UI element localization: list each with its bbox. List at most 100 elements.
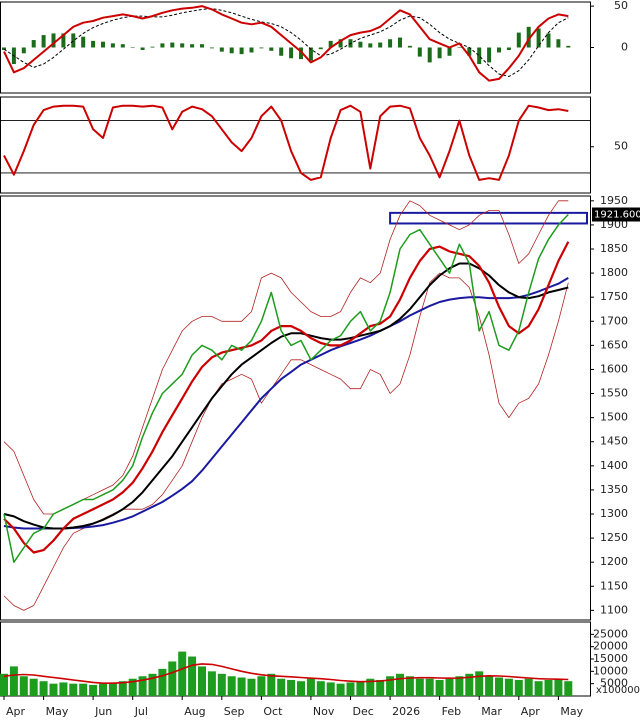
bar xyxy=(120,44,125,48)
y-tick-label: 20000 xyxy=(593,640,628,653)
line xyxy=(3,104,569,181)
bar xyxy=(316,681,325,696)
x-tick-label: May xyxy=(560,705,583,718)
bar xyxy=(306,678,315,696)
y-tick-label: 15000 xyxy=(593,652,628,665)
bar xyxy=(405,676,414,696)
bar xyxy=(564,681,573,696)
x-tick-label: Aug xyxy=(184,705,205,718)
bar xyxy=(514,679,523,696)
bar xyxy=(526,26,531,48)
bar xyxy=(108,682,117,696)
bar xyxy=(188,656,197,696)
bar xyxy=(130,47,135,48)
line xyxy=(3,241,570,554)
bar xyxy=(31,40,36,48)
bar xyxy=(417,47,422,57)
bar xyxy=(437,47,442,59)
bar xyxy=(259,47,264,49)
bar xyxy=(447,47,452,56)
line xyxy=(3,277,569,530)
bar xyxy=(198,666,206,696)
bar xyxy=(148,673,157,696)
bar xyxy=(318,47,323,50)
bar xyxy=(237,677,246,696)
bar xyxy=(71,33,76,48)
bar xyxy=(99,683,107,696)
bar xyxy=(506,47,511,50)
bar xyxy=(445,678,454,696)
bar xyxy=(289,47,294,59)
bar xyxy=(2,47,6,50)
bar xyxy=(546,33,551,48)
bar xyxy=(544,679,553,696)
y-tick-label: 10000 xyxy=(593,664,628,677)
bar xyxy=(336,683,345,696)
y-tick-label: 1400 xyxy=(600,459,628,472)
bar xyxy=(247,678,256,696)
bar xyxy=(504,678,513,696)
bar xyxy=(21,47,26,54)
bar xyxy=(0,673,8,696)
bar xyxy=(368,43,373,48)
y-tick-label: 1450 xyxy=(600,435,628,448)
y-tick-label: 1550 xyxy=(600,387,628,400)
bar xyxy=(534,681,543,696)
bar xyxy=(229,47,234,54)
y-tick-label: 1150 xyxy=(600,579,628,592)
bar xyxy=(160,43,165,48)
bar xyxy=(388,39,393,48)
bar xyxy=(485,676,494,696)
bar xyxy=(277,678,286,696)
bar xyxy=(158,668,167,696)
bar xyxy=(425,678,434,696)
bar xyxy=(19,676,28,696)
bar xyxy=(180,43,185,48)
line xyxy=(3,213,569,563)
panel-frame xyxy=(0,96,591,194)
bar xyxy=(297,681,305,696)
bar xyxy=(128,678,137,696)
bar xyxy=(207,671,216,696)
bar xyxy=(29,678,38,696)
y-tick-label: 1850 xyxy=(600,242,628,255)
bar xyxy=(554,678,563,696)
line xyxy=(3,663,569,684)
bar xyxy=(110,43,115,48)
x-tick-label: Nov xyxy=(313,705,335,718)
bar xyxy=(467,47,472,56)
y-tick-label: 1650 xyxy=(600,338,628,351)
y-tick-label: 50 xyxy=(614,140,628,153)
x-tick-label: May xyxy=(46,705,69,718)
bar xyxy=(9,666,18,696)
x-tick-label: Feb xyxy=(442,705,461,718)
bar xyxy=(455,676,464,696)
line xyxy=(3,5,569,82)
bar xyxy=(487,47,492,63)
bar xyxy=(217,673,226,696)
y-tick-label: 1600 xyxy=(600,362,628,375)
y-tick-label: 1350 xyxy=(600,483,628,496)
x-tick-label: Jun xyxy=(94,705,112,718)
y-tick-label: 25000 xyxy=(593,627,628,640)
bar xyxy=(101,41,105,48)
bar xyxy=(376,679,385,696)
panel-frame xyxy=(0,195,591,621)
y-tick-label: 1700 xyxy=(600,314,628,327)
bar xyxy=(150,46,155,48)
bar xyxy=(475,671,484,696)
bar xyxy=(168,661,177,696)
y-tick-label: 1250 xyxy=(600,531,628,544)
bar xyxy=(465,673,474,696)
x-tick-label: Oct xyxy=(263,705,283,718)
bar xyxy=(200,44,204,48)
bar xyxy=(457,47,462,48)
bar xyxy=(287,679,296,696)
bar xyxy=(396,673,404,696)
bar xyxy=(190,44,195,48)
bar xyxy=(69,683,78,696)
bar xyxy=(524,678,533,696)
bar xyxy=(118,681,127,696)
bar xyxy=(366,678,375,696)
